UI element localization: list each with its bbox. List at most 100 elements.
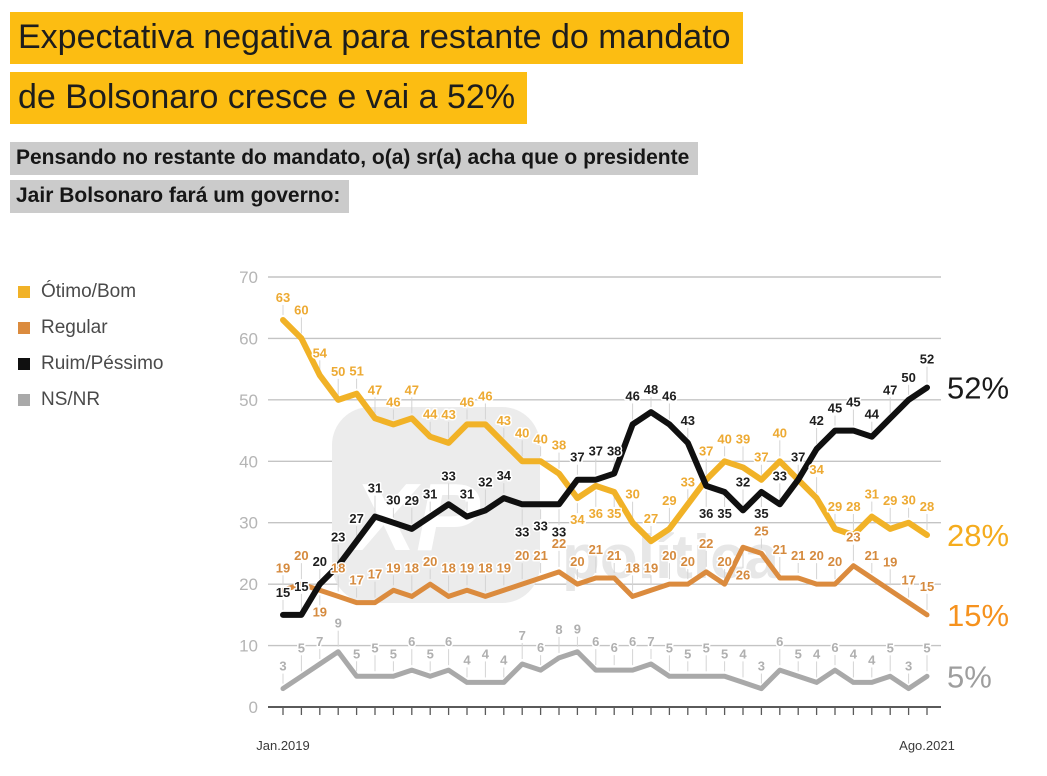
data-label: 20: [294, 548, 308, 563]
data-label: 5: [703, 640, 710, 655]
page-title-line-2: de Bolsonaro cresce e vai a 52%: [10, 72, 528, 124]
legend-label: Regular: [41, 317, 108, 338]
data-label: 4: [500, 652, 508, 667]
data-label: 21: [773, 542, 787, 557]
legend: Ótimo/Bom Regular Ruim/Péssimo NS/NR: [18, 274, 163, 418]
y-axis-tick-label: 50: [239, 391, 258, 410]
data-label: 35: [754, 506, 768, 521]
data-label: 6: [629, 634, 636, 649]
data-label: 28: [920, 499, 934, 514]
data-label: 4: [850, 646, 858, 661]
data-label: 27: [644, 511, 658, 526]
data-label: 46: [460, 394, 474, 409]
subtitle-line-1: Pensando no restante do mandato, o(a) sr…: [10, 142, 699, 175]
data-label: 20: [423, 554, 437, 569]
data-label: 6: [831, 640, 838, 655]
data-label: 33: [773, 468, 787, 483]
y-axis-tick-label: 0: [249, 698, 258, 717]
data-label: 31: [460, 487, 474, 502]
data-label: 6: [537, 640, 544, 655]
data-label: 18: [478, 560, 492, 575]
data-label: 6: [445, 634, 452, 649]
data-label: 4: [463, 652, 471, 667]
data-label: 32: [478, 474, 492, 489]
data-label: 4: [739, 646, 747, 661]
data-label: 37: [589, 444, 603, 459]
data-label: 54: [313, 345, 328, 360]
data-label: 26: [736, 567, 750, 582]
subtitle-block: Pensando no restante do mandato, o(a) sr…: [10, 142, 699, 218]
data-label: 15: [294, 579, 308, 594]
data-label: 18: [405, 560, 419, 575]
data-label: 22: [699, 536, 713, 551]
data-label: 5: [666, 640, 673, 655]
data-label: 17: [368, 567, 382, 582]
data-label: 30: [901, 493, 915, 508]
data-label: 36: [699, 506, 713, 521]
data-label: 7: [316, 634, 323, 649]
data-label: 43: [497, 413, 511, 428]
data-label: 43: [441, 407, 455, 422]
data-label: 30: [386, 493, 400, 508]
data-label: 23: [331, 530, 345, 545]
data-label: 31: [865, 487, 879, 502]
legend-item-1: Ótimo/Bom: [18, 274, 163, 310]
data-label: 9: [574, 622, 581, 637]
series-end-label: 15%: [947, 598, 1009, 633]
data-label: 47: [368, 382, 382, 397]
data-label: 33: [681, 474, 695, 489]
data-label: 5: [298, 640, 305, 655]
data-label: 28: [846, 499, 860, 514]
data-label: 22: [552, 536, 566, 551]
data-label: 7: [519, 628, 526, 643]
data-label: 47: [405, 382, 419, 397]
data-label: 5: [887, 640, 894, 655]
data-label: 17: [901, 573, 915, 588]
data-label: 6: [408, 634, 415, 649]
series-end-label: 52%: [947, 371, 1009, 406]
data-label: 3: [758, 659, 765, 674]
data-label: 43: [681, 413, 695, 428]
y-axis-tick-label: 20: [239, 575, 258, 594]
title-block: Expectativa negativa para restante do ma…: [10, 12, 743, 132]
data-label: 25: [754, 523, 768, 538]
data-label: 34: [497, 468, 512, 483]
data-label: 32: [736, 474, 750, 489]
page-title-line-1: Expectativa negativa para restante do ma…: [10, 12, 743, 64]
data-label: 6: [611, 640, 618, 655]
data-label: 44: [423, 407, 438, 422]
data-label: 19: [883, 554, 897, 569]
legend-label: NS/NR: [41, 389, 101, 410]
data-label: 5: [684, 646, 691, 661]
data-label: 37: [791, 450, 805, 465]
data-label: 6: [776, 634, 783, 649]
data-label: 18: [331, 560, 345, 575]
legend-label: Ruim/Péssimo: [41, 353, 164, 374]
data-label: 20: [515, 548, 529, 563]
data-label: 21: [589, 542, 603, 557]
data-label: 40: [515, 425, 529, 440]
y-axis-tick-label: 40: [239, 452, 258, 471]
data-label: 17: [349, 573, 363, 588]
data-label: 29: [405, 493, 419, 508]
data-label: 5: [795, 646, 802, 661]
data-label: 40: [533, 431, 547, 446]
data-label: 46: [625, 388, 639, 403]
data-label: 20: [809, 548, 823, 563]
legend-item-4: NS/NR: [18, 382, 163, 418]
data-label: 36: [589, 506, 603, 521]
data-label: 29: [662, 493, 676, 508]
data-label: 52: [920, 352, 934, 367]
data-label: 47: [883, 382, 897, 397]
legend-swatch-icon: [18, 394, 30, 406]
data-label: 19: [386, 560, 400, 575]
data-label: 20: [828, 554, 842, 569]
data-label: 30: [625, 487, 639, 502]
data-label: 50: [901, 370, 915, 385]
data-label: 31: [423, 487, 437, 502]
data-label: 4: [813, 646, 821, 661]
data-label: 29: [828, 499, 842, 514]
data-label: 15: [276, 585, 290, 600]
legend-swatch-icon: [18, 358, 30, 370]
